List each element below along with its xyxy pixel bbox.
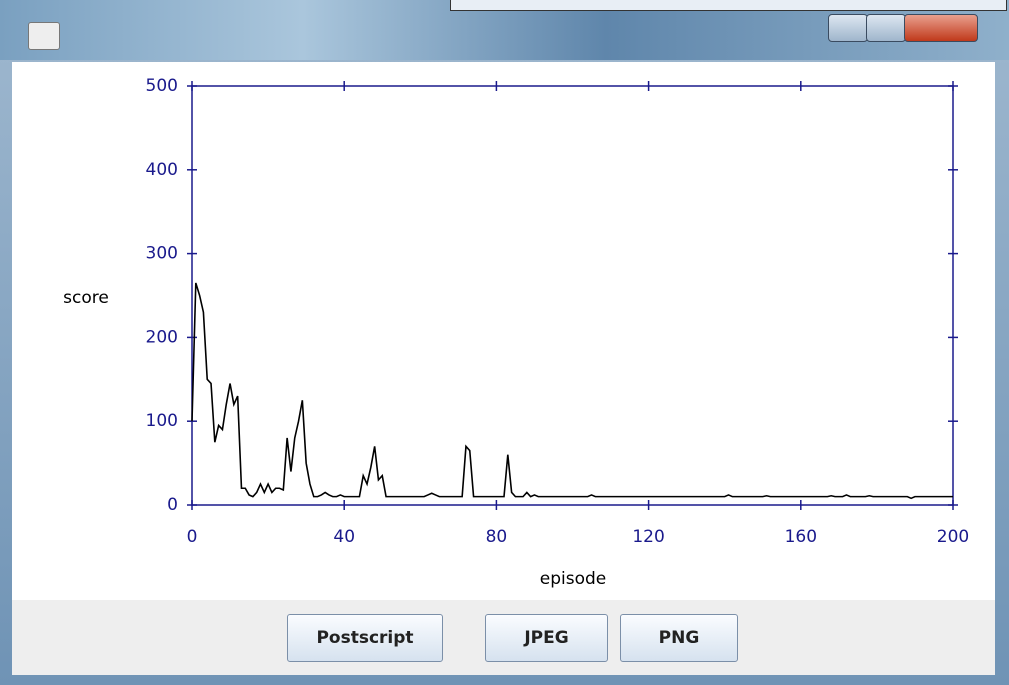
x-tick-label: 120 (632, 527, 664, 547)
x-tick-label: 40 (333, 527, 355, 547)
chart: score episode 0 100 200 300 400 500 0 40 80 120 16… (0, 0, 1009, 600)
y-tick-label: 500 (146, 76, 178, 96)
y-tick-label: 300 (146, 244, 178, 264)
x-tick-label: 0 (187, 527, 198, 547)
x-axis-label: episode (540, 569, 606, 589)
score-line (192, 283, 953, 498)
y-tick-label: 100 (146, 411, 178, 431)
x-tick-label: 160 (785, 527, 817, 547)
postscript-button[interactable]: Postscript (287, 614, 443, 662)
x-tick-label: 200 (937, 527, 969, 547)
y-tick-label: 0 (167, 495, 178, 515)
y-axis-label: score (63, 288, 109, 308)
jpeg-button[interactable]: JPEG (485, 614, 608, 662)
plot-frame (192, 86, 953, 505)
window: Postscript JPEG PNG score episode 0 100 20… (0, 0, 1009, 685)
png-button[interactable]: PNG (620, 614, 738, 662)
x-tick-label: 80 (486, 527, 508, 547)
y-tick-label: 400 (146, 160, 178, 180)
y-tick-label: 200 (146, 327, 178, 347)
